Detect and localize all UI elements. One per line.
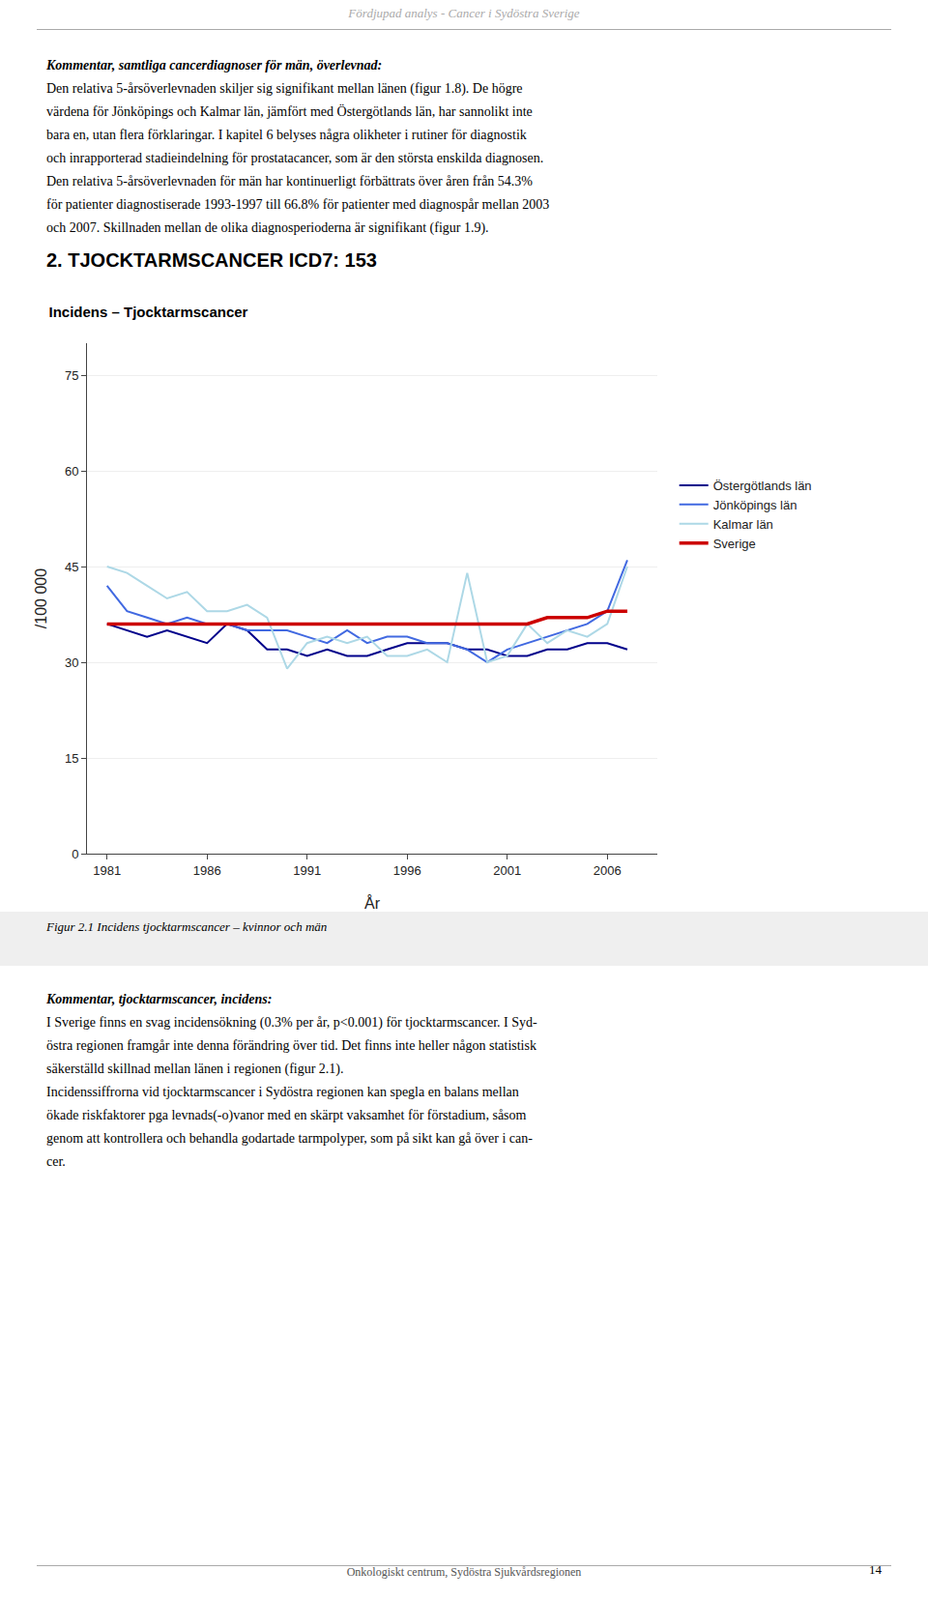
html-text:säkerställd skillnad mellan lä: säkerställd skillnad mellan länen i regi… bbox=[46, 1061, 344, 1076]
html-text:cer.: cer. bbox=[46, 1154, 66, 1169]
svg-text:/100 000: /100 000 bbox=[32, 568, 50, 629]
svg-text:2006: 2006 bbox=[593, 863, 622, 878]
html-text:genom att kontrollera och beha: genom att kontrollera och behandla godar… bbox=[46, 1131, 533, 1146]
svg-text:0: 0 bbox=[71, 846, 79, 862]
html-text:Kommentar, tjocktarmscancer, i: Kommentar, tjocktarmscancer, incidens: bbox=[46, 991, 273, 1007]
html-text:14: 14 bbox=[869, 1562, 882, 1577]
svg-text:1981: 1981 bbox=[92, 863, 121, 878]
html-text:östra regionen framgår inte de: östra regionen framgår inte denna föränd… bbox=[46, 1038, 537, 1053]
svg-text:Östergötlands län: Östergötlands län bbox=[713, 478, 812, 493]
svg-text:1986: 1986 bbox=[193, 863, 222, 878]
html-text:Incidenssiffrorna vid tjocktar: Incidenssiffrorna vid tjocktarmscancer i… bbox=[46, 1084, 519, 1100]
html-text:och inrapporterad stadieindeln: och inrapporterad stadieindelning för pr… bbox=[46, 150, 544, 166]
html-text:Fördjupad analys - Cancer i Sy: Fördjupad analys - Cancer i Sydöstra Sve… bbox=[348, 5, 580, 21]
html-text:ökade riskfaktorer pga levnads: ökade riskfaktorer pga levnads(-o)vanor … bbox=[46, 1107, 527, 1123]
html-text:Onkologiskt centrum, Sydöstra: Onkologiskt centrum, Sydöstra Sjukvårdsr… bbox=[346, 1565, 582, 1579]
html-text:Kommentar, samtliga cancerdiag: Kommentar, samtliga cancerdiagnoser för … bbox=[46, 58, 383, 73]
svg-text:45: 45 bbox=[64, 559, 79, 575]
html-text:och 2007. Skillnaden mellan de: och 2007. Skillnaden mellan de olika dia… bbox=[46, 220, 489, 235]
html-text:värdena för Jönköpings och Kal: värdena för Jönköpings och Kalmar län, j… bbox=[46, 104, 533, 119]
html-text:2. TJOCKTARMSCANCER ICD7: 153: 2. TJOCKTARMSCANCER ICD7: 153 bbox=[46, 249, 377, 271]
svg-text:75: 75 bbox=[64, 368, 79, 383]
svg-text:År: År bbox=[364, 894, 381, 912]
html-text:för patienter diagnostiserade: för patienter diagnostiserade 1993-1997 … bbox=[46, 197, 550, 212]
svg-text:60: 60 bbox=[64, 464, 79, 479]
html-text:bara en, utan flera förklaring: bara en, utan flera förklaringar. I kapi… bbox=[46, 127, 527, 143]
svg-text:1996: 1996 bbox=[393, 863, 422, 878]
html-text:Den relativa 5-årsöverlevnaden: Den relativa 5-årsöverlevnaden för män h… bbox=[46, 174, 533, 189]
svg-text:30: 30 bbox=[64, 655, 79, 670]
svg-text:Sverige: Sverige bbox=[713, 536, 756, 551]
svg-text:2001: 2001 bbox=[493, 863, 522, 878]
html-text:Den relativa 5-årsöverlevnaden: Den relativa 5-årsöverlevnaden skiljer s… bbox=[46, 81, 523, 96]
html-text:Figur 2.1 Incidens tjocktarmsc: Figur 2.1 Incidens tjocktarmscancer – kv… bbox=[46, 919, 328, 934]
svg-text:15: 15 bbox=[64, 751, 79, 766]
svg-text:Kalmar län: Kalmar län bbox=[713, 517, 774, 532]
svg-text:1991: 1991 bbox=[292, 863, 321, 878]
svg-text:Jönköpings län: Jönköpings län bbox=[713, 497, 798, 513]
svg-text:Incidens – Tjocktarmscancer: Incidens – Tjocktarmscancer bbox=[49, 303, 249, 320]
html-text:I Sverige finns en svag incide: I Sverige finns en svag incidensökning (… bbox=[46, 1015, 538, 1030]
